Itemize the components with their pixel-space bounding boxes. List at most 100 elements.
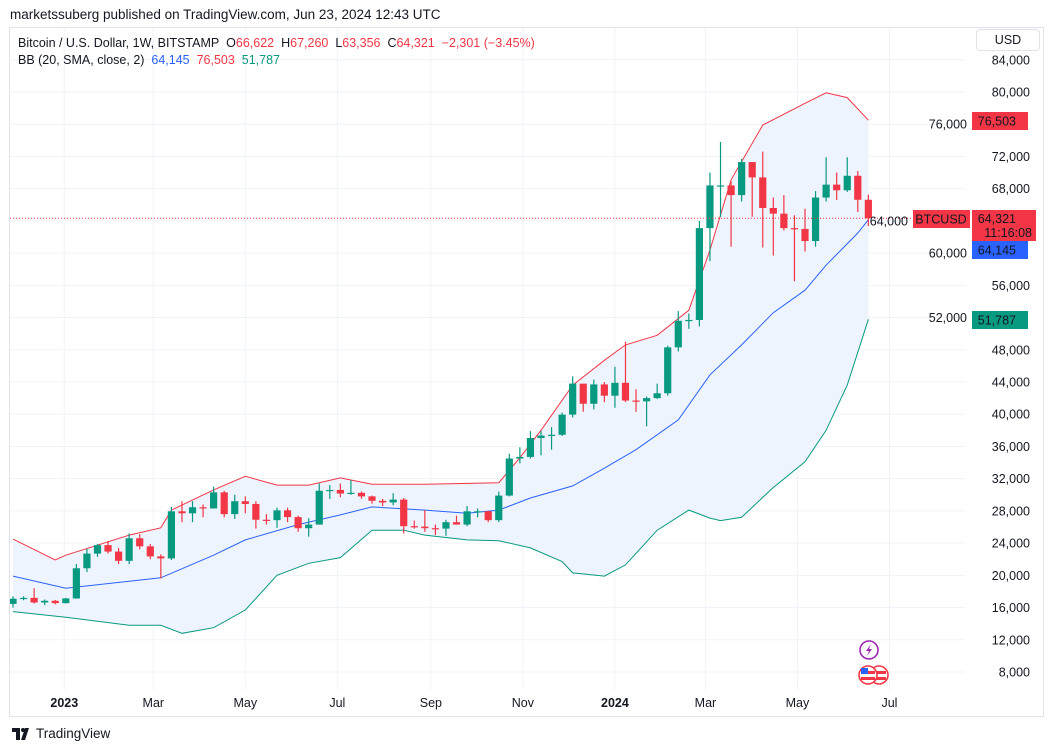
candle-body — [336, 489, 344, 494]
candle — [241, 496, 249, 514]
candle — [305, 518, 313, 537]
candle-body — [326, 489, 334, 492]
candle-body — [125, 538, 133, 561]
candle-body — [241, 501, 249, 504]
countdown-tag: 11:16:08 — [984, 226, 1032, 240]
candle — [558, 412, 566, 436]
candle — [547, 427, 556, 450]
candle-body — [790, 228, 799, 230]
price-tick-label: 44,000 — [992, 376, 1030, 390]
candle-body — [252, 503, 260, 520]
candle-body — [748, 162, 756, 178]
candle — [463, 506, 471, 527]
candle-body — [569, 383, 577, 415]
candle — [474, 508, 482, 518]
candle-body — [41, 600, 49, 603]
candle — [400, 498, 408, 534]
candle-body — [664, 347, 672, 394]
candle-body — [30, 597, 38, 603]
candle — [790, 215, 799, 282]
last-price-tag: 64,321 — [978, 212, 1016, 226]
price-tick-label: 64,000 — [870, 214, 908, 228]
bb-basis-value: 64,145 — [151, 53, 190, 67]
candle — [484, 510, 492, 523]
candle-body — [210, 492, 218, 509]
candle — [653, 383, 661, 399]
candle-body — [463, 511, 471, 525]
bb-lower-value: 51,787 — [241, 53, 280, 67]
candle — [526, 431, 535, 459]
candle — [759, 151, 767, 248]
candle — [706, 172, 714, 262]
candle-body — [579, 383, 587, 404]
candle-body — [611, 382, 619, 396]
candle-body — [10, 598, 17, 604]
time-tick-label: Sep — [420, 696, 442, 710]
candle — [833, 172, 841, 200]
candle — [115, 547, 123, 565]
candle-body — [695, 228, 703, 320]
price-tick-label: 72,000 — [992, 150, 1030, 164]
candle — [442, 519, 450, 536]
candle-body — [431, 528, 439, 530]
candle-body — [357, 492, 366, 497]
candle — [864, 194, 872, 227]
bb-upper-value: 76,503 — [196, 53, 235, 67]
bb-title[interactable]: BB (20, SMA, close, 2) — [18, 53, 145, 67]
candle-body — [51, 600, 59, 604]
candle-body — [315, 490, 323, 525]
tradingview-logo-text: TradingView — [36, 726, 111, 741]
us-flag-event-icon[interactable] — [858, 665, 889, 685]
candle-body — [305, 524, 313, 529]
candle — [178, 501, 186, 523]
candle-body — [421, 526, 429, 529]
price-axis: 8,000 12,000 16,000 20,000 24,000 28,000 32,00… — [870, 53, 1030, 679]
candle-body — [600, 384, 608, 396]
candles — [10, 141, 872, 608]
price-tick-label: 68,000 — [992, 182, 1030, 196]
price-tags: BTCUSD 76,503 64,321 11:16:08 64,145 51,… — [913, 112, 1036, 329]
candle-body — [294, 517, 302, 529]
candle — [579, 383, 587, 412]
price-tick-label: 28,000 — [992, 504, 1030, 518]
symbol-title: Bitcoin / U.S. Dollar, 1W, BITSTAMP — [18, 36, 220, 50]
close-label: C — [387, 36, 397, 50]
candle — [674, 311, 682, 352]
candle-body — [495, 495, 503, 521]
time-tick-label: 2023 — [50, 696, 78, 710]
candle-body — [621, 382, 630, 401]
symbol-legend-row: Bitcoin / U.S. Dollar, 1W, BITSTAMP O66,… — [18, 35, 535, 52]
candle-body — [72, 568, 80, 599]
candle-body — [19, 597, 28, 600]
candle-body — [283, 510, 292, 518]
open-value: 66,622 — [235, 36, 275, 50]
candle — [231, 494, 239, 519]
candle — [611, 366, 619, 408]
price-tick-label: 56,000 — [992, 279, 1030, 293]
time-tick-label: Nov — [512, 696, 535, 710]
candle-body — [484, 511, 492, 521]
candle — [632, 389, 640, 412]
candle — [136, 534, 144, 550]
tradingview-logo[interactable]: TradingView — [12, 726, 110, 741]
candle-body — [442, 522, 450, 529]
candle — [727, 181, 735, 247]
candle — [516, 447, 524, 464]
candle — [664, 345, 672, 396]
candle-body — [136, 538, 144, 547]
candle-body — [706, 185, 714, 229]
symbol-tag-bg — [913, 210, 970, 228]
candle-body — [769, 208, 777, 214]
currency-button[interactable]: USD — [976, 29, 1040, 51]
candle — [62, 597, 70, 604]
candle — [199, 504, 207, 518]
candle — [769, 197, 777, 256]
basis-tag-bg — [972, 241, 1028, 259]
candle-body — [157, 556, 165, 559]
candle-body — [801, 228, 809, 242]
candle-body — [716, 185, 725, 187]
bb-lower-line — [12, 319, 869, 634]
lightning-event-icon[interactable] — [859, 640, 879, 660]
price-tick-label: 36,000 — [992, 440, 1030, 454]
